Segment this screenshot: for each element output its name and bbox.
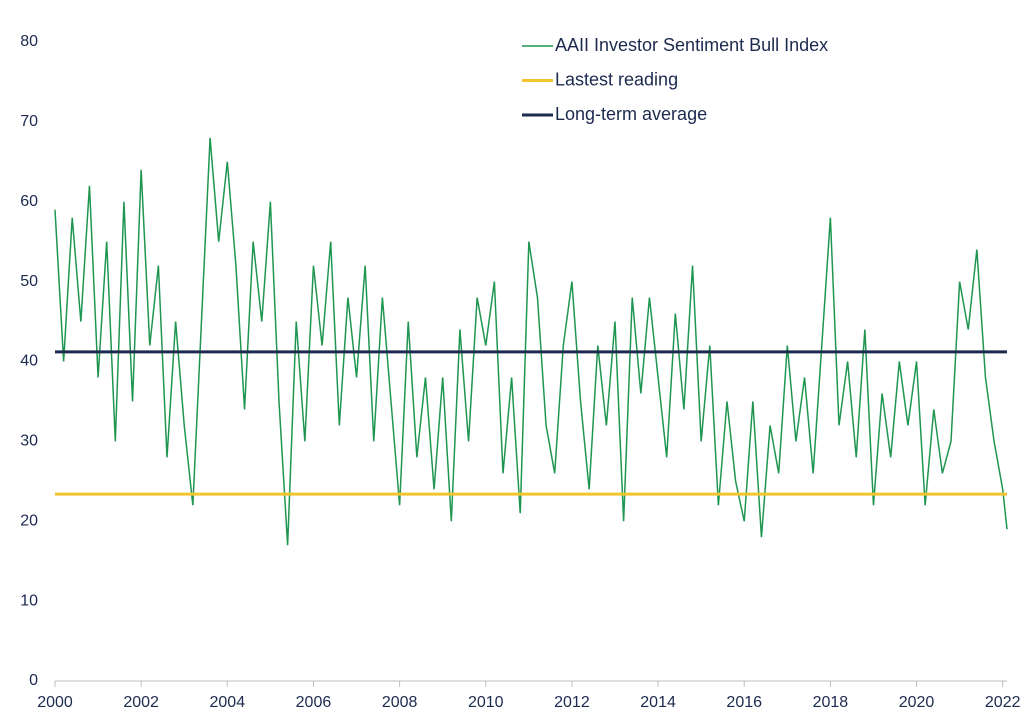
x-tick-label: 2014: [640, 694, 676, 711]
y-tick-label: 60: [20, 193, 38, 210]
y-tick-label: 20: [20, 512, 38, 529]
x-tick-label: 2004: [210, 694, 246, 711]
x-tick-label: 2000: [37, 694, 73, 711]
legend-label: Long-term average: [555, 104, 707, 124]
y-tick-label: 50: [20, 273, 38, 290]
y-tick-label: 70: [20, 113, 38, 130]
x-tick-label: 2020: [899, 694, 935, 711]
x-tick-label: 2006: [296, 694, 332, 711]
x-tick-label: 2008: [382, 694, 418, 711]
x-tick-label: 2002: [123, 694, 159, 711]
x-tick-label: 2022: [985, 694, 1021, 711]
y-tick-label: 30: [20, 433, 38, 450]
legend-label: Lastest reading: [555, 69, 678, 89]
y-tick-label: 0: [29, 672, 38, 689]
x-tick-label: 2016: [726, 694, 762, 711]
y-tick-label: 10: [20, 592, 38, 609]
y-tick-label: 80: [20, 33, 38, 50]
y-tick-label: 40: [20, 353, 38, 370]
x-tick-label: 2018: [813, 694, 849, 711]
x-tick-label: 2010: [468, 694, 504, 711]
series-line: [54, 137, 1008, 546]
x-tick-label: 2012: [554, 694, 590, 711]
legend-label: AAII Investor Sentiment Bull Index: [555, 35, 828, 55]
